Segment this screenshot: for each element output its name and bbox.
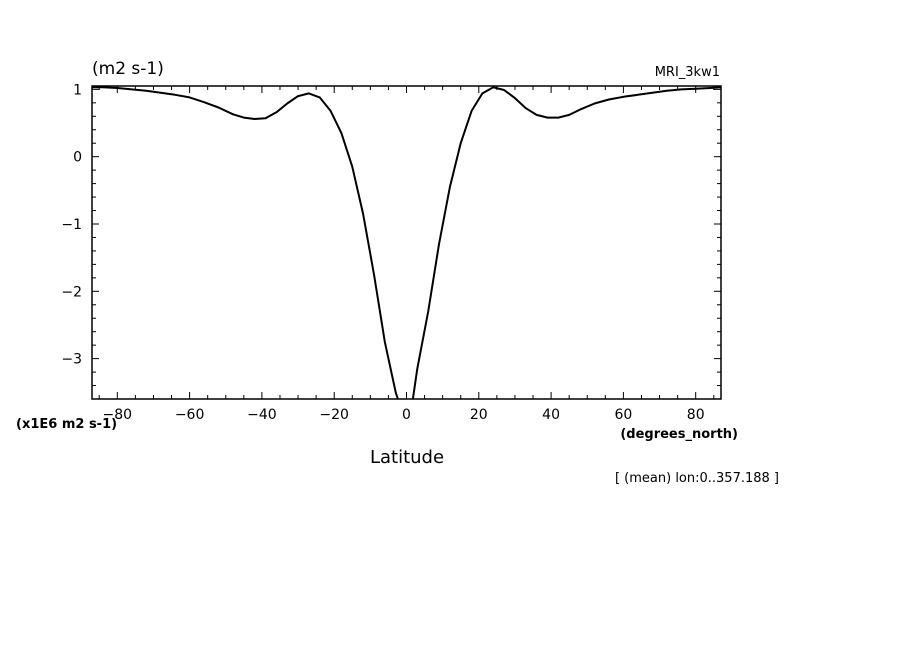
axis-tick-labels: −80 −60 −40 −20 0 20 40 60 80 1 0 −1 −2 −3	[61, 82, 704, 423]
x-tick-label: −40	[247, 407, 277, 423]
footnote: [ (mean) lon:0..357.188 ]	[615, 471, 779, 486]
x-tick-label: −80	[103, 407, 133, 423]
x-tick-label: 40	[542, 407, 560, 423]
y-multiplier-label: (x1E6 m2 s-1)	[16, 417, 117, 432]
x-tick-label: −60	[175, 407, 205, 423]
data-line	[92, 86, 721, 399]
y-tick-label: 1	[73, 82, 82, 98]
x-tick-label: −20	[319, 407, 349, 423]
y-tick-label: 0	[73, 150, 82, 166]
plot-frame	[91, 85, 722, 400]
model-label: MRI_3kw1	[655, 65, 720, 80]
x-tick-label: 80	[687, 407, 705, 423]
y-tick-label: −1	[61, 217, 82, 233]
y-tick-label: −2	[61, 284, 82, 300]
x-axis-label: Latitude	[370, 447, 444, 468]
x-tick-label: 0	[402, 407, 411, 423]
x-tick-label: 20	[470, 407, 488, 423]
units-label: (m2 s-1)	[92, 59, 164, 79]
x-tick-label: 60	[614, 407, 632, 423]
x-units-label: (degrees_north)	[620, 427, 738, 442]
y-tick-label: −3	[61, 352, 82, 368]
